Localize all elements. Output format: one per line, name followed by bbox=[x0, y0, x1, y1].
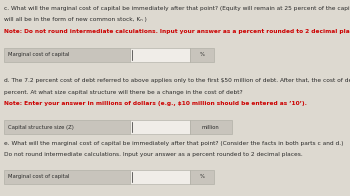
Text: will all be in the form of new common stock, Kₙ ): will all be in the form of new common st… bbox=[4, 17, 147, 22]
Text: %: % bbox=[199, 52, 204, 57]
FancyBboxPatch shape bbox=[130, 170, 190, 184]
Text: %: % bbox=[199, 174, 204, 179]
FancyBboxPatch shape bbox=[190, 170, 214, 184]
Text: d. The 7.2 percent cost of debt referred to above applies only to the first $50 : d. The 7.2 percent cost of debt referred… bbox=[4, 78, 350, 83]
FancyBboxPatch shape bbox=[190, 48, 214, 62]
FancyBboxPatch shape bbox=[130, 48, 190, 62]
FancyBboxPatch shape bbox=[4, 170, 130, 184]
Text: Do not round intermediate calculations. Input your answer as a percent rounded t: Do not round intermediate calculations. … bbox=[4, 152, 303, 158]
Text: c. What will the marginal cost of capital be immediately after that point? (Equi: c. What will the marginal cost of capita… bbox=[4, 6, 350, 11]
Text: Capital structure size (Z): Capital structure size (Z) bbox=[8, 125, 74, 130]
Text: Note: Do not round intermediate calculations. Input your answer as a percent rou: Note: Do not round intermediate calculat… bbox=[4, 29, 350, 34]
Text: Note: Enter your answer in millions of dollars (e.g., $10 million should be ente: Note: Enter your answer in millions of d… bbox=[4, 101, 307, 106]
FancyBboxPatch shape bbox=[4, 120, 130, 134]
FancyBboxPatch shape bbox=[190, 120, 232, 134]
Text: e. What will the marginal cost of capital be immediately after that point? (Cons: e. What will the marginal cost of capita… bbox=[4, 141, 344, 146]
FancyBboxPatch shape bbox=[130, 120, 190, 134]
Text: million: million bbox=[202, 125, 219, 130]
Text: Marginal cost of capital: Marginal cost of capital bbox=[8, 52, 69, 57]
FancyBboxPatch shape bbox=[4, 48, 130, 62]
Text: Marginal cost of capital: Marginal cost of capital bbox=[8, 174, 69, 179]
Text: percent. At what size capital structure will there be a change in the cost of de: percent. At what size capital structure … bbox=[4, 90, 243, 95]
